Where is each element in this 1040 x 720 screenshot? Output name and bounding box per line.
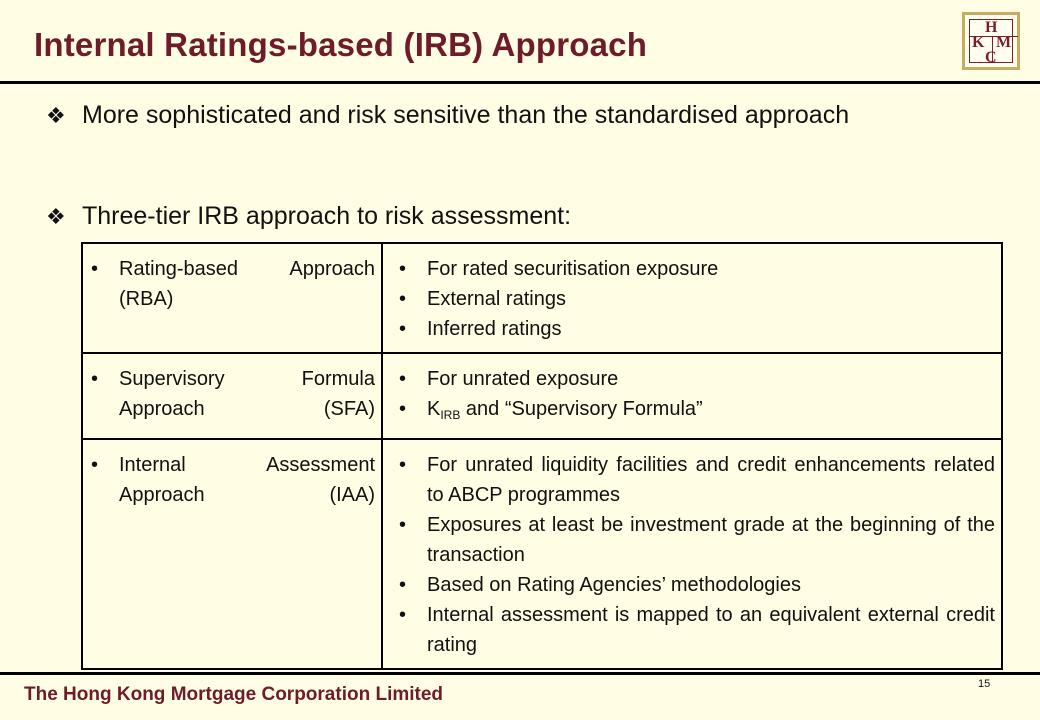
detail-text: Based on Rating Agencies’ methodologies [427,574,801,596]
logo-letter-h: H [985,19,998,36]
details-cell: • For rated securitisation exposure • Exte… [381,242,1003,354]
bullet-dot: • [399,368,407,390]
detail-text: External ratings [427,288,566,310]
approach-cell: • Supervisory Formula Approach (SFA) [81,352,383,440]
bullet-dot: • [399,288,407,310]
diamond-bullet-icon: ❖ [46,103,66,128]
detail-text: Internal assessment is mapped to an equi… [427,604,995,656]
irb-subscript: IRB [440,408,461,422]
table-row: • Internal Assessment Approach (IAA) • For… [81,438,1003,670]
logo-letter-k: K [972,34,985,51]
detail-text: For unrated exposure [427,368,619,390]
bullet-dot: • [399,574,407,596]
detail-text: and “Supervisory Formula” [465,398,703,420]
detail-text: For unrated liquidity facilities and cre… [427,454,995,506]
company-name: The Hong Kong Mortgage Corporation Limit… [24,684,444,705]
bullet-point: ❖ Three-tier IRB approach to risk assess… [46,199,986,235]
bullet-dot: • [399,454,407,476]
bullet-point: ❖ More sophisticated and risk sensitive … [46,98,986,170]
details-cell: • For unrated liquidity facilities and cr… [381,438,1003,670]
detail-text: Exposures at least be investment grade a… [427,514,995,566]
bullet-dot: • [91,258,99,280]
bullet-dot: • [399,318,407,340]
bullet-dot: • [399,514,407,536]
approach-name: Rating-based Approach (RBA) [119,258,375,310]
approach-cell: • Rating-based Approach (RBA) [81,242,383,354]
logo-letter-m: M [996,34,1012,51]
header-divider [0,81,1040,84]
page-number: 15 [978,678,991,690]
k-symbol: K [427,398,441,420]
table-row: • Supervisory Formula Approach (SFA) • For… [81,352,1003,440]
irb-approach-table: • Rating-based Approach (RBA) • For rated … [81,242,1003,670]
bullet-dot: • [399,258,407,280]
approach-name: Supervisory Formula Approach (SFA) [119,368,375,420]
detail-text: Inferred ratings [427,318,562,340]
bullet-text: More sophisticated and risk sensitive th… [82,101,850,129]
table-row: • Rating-based Approach (RBA) • For rated … [81,242,1003,354]
diamond-bullet-icon: ❖ [46,204,66,229]
bullet-text: Three-tier IRB approach to risk assessme… [82,202,572,230]
bullet-dot: • [91,368,99,390]
details-cell: • For unrated exposure • KIRB and “Supervi… [381,352,1003,440]
approach-cell: • Internal Assessment Approach (IAA) [81,438,383,670]
slide-title: Internal Ratings-based (IRB) Approach [34,26,648,63]
footer-divider [0,672,1040,675]
approach-name: Internal Assessment Approach (IAA) [119,454,375,506]
hkmc-logo: H K M C [962,12,1020,70]
bullet-dot: • [399,398,407,420]
bullet-dot: • [399,604,407,626]
detail-text: For rated securitisation exposure [427,258,719,280]
logo-letter-c: C [985,49,997,66]
bullet-dot: • [91,454,99,476]
